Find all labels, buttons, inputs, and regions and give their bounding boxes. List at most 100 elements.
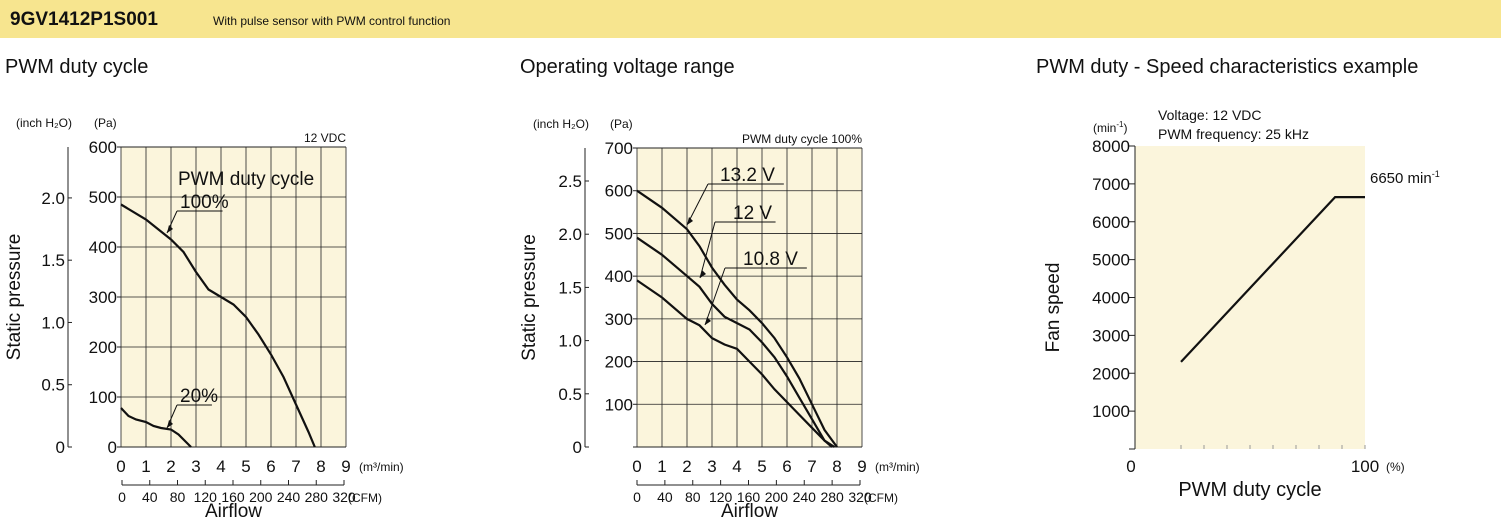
chart2-series1-label: 12 V xyxy=(733,203,772,224)
chart2-ytick-label: 600 xyxy=(605,182,633,201)
chart2-y2-unit: (inch H₂O) xyxy=(533,117,589,131)
chart2-x-unit: (m³/min) xyxy=(875,460,920,474)
chart1-ytick-label: 400 xyxy=(89,238,117,257)
chart1-xtick-label: 1 xyxy=(141,457,150,476)
chart3-ytick-label: 7000 xyxy=(1092,175,1130,194)
chart1-ytick-label: 0 xyxy=(108,438,117,457)
chart1-ytick-label: 500 xyxy=(89,188,117,207)
chart1-xtick-label: 0 xyxy=(116,457,125,476)
chart1-inch-tick-label: 0.5 xyxy=(41,376,65,395)
chart3-xlabel: PWM duty cycle xyxy=(1178,479,1321,501)
chart3-annotation-frequency: PWM frequency: 25 kHz xyxy=(1158,126,1309,142)
chart1-cfm-tick-label: 80 xyxy=(170,489,186,505)
chart3-ytick-label: 6000 xyxy=(1092,213,1130,232)
chart1-xtick-label: 4 xyxy=(216,457,225,476)
speed-characteristics-chart: 1000 2000 3000 4000 5000 6000 7000 8000 0 100 (%) P… xyxy=(1043,107,1440,501)
chart1-x2-unit: (CFM) xyxy=(348,491,382,505)
chart2-cfm-tick-label: 0 xyxy=(633,489,641,505)
chart3-y-unit-sup: -1 xyxy=(1116,120,1124,129)
chart2-series-2 xyxy=(636,279,833,448)
chart2-y-unit: (Pa) xyxy=(610,117,633,131)
chart1-cfm-tick-label: 280 xyxy=(305,489,329,505)
chart1-series-1 xyxy=(120,407,192,448)
chart1-xtick-label: 2 xyxy=(166,457,175,476)
chart2-cfm-tick-label: 280 xyxy=(820,489,844,505)
chart3-ytick-label: 5000 xyxy=(1092,251,1130,270)
chart3-ylabel: Fan speed xyxy=(1043,263,1064,353)
chart2-inch-tick-label: 2.0 xyxy=(558,225,582,244)
chart2-ytick-label: 200 xyxy=(605,353,633,372)
chart1-cfm-tick-label: 120 xyxy=(194,489,218,505)
chart1-series0-label: 100% xyxy=(180,192,229,213)
chart1-ytick-label: 600 xyxy=(89,138,117,157)
chart2-xtick-label: 5 xyxy=(757,457,766,476)
chart3-ytick-label: 8000 xyxy=(1092,137,1130,156)
chart1-ytick-label: 300 xyxy=(89,288,117,307)
chart2-series2-leader xyxy=(704,267,726,326)
chart2-ytick-label: 400 xyxy=(605,267,633,286)
chart2-series2-arrow xyxy=(705,317,711,325)
chart2-series-1 xyxy=(636,236,836,448)
chart1-inch-tick-label: 1.0 xyxy=(41,313,65,332)
chart3-end-label: 6650 min-1 xyxy=(1370,169,1440,187)
chart1-ylabel: Static pressure xyxy=(4,234,25,361)
chart3-plot-area xyxy=(1135,146,1365,449)
chart2-xtick-label: 7 xyxy=(807,457,816,476)
chart1-xtick-label: 6 xyxy=(266,457,275,476)
chart2-series1-leader xyxy=(699,221,716,279)
chart1-legend-title: PWM duty cycle xyxy=(178,169,314,190)
chart1-ytick-label: 200 xyxy=(89,338,117,357)
chart2-xtick-label: 9 xyxy=(857,457,866,476)
chart3-title: PWM duty - Speed characteristics example xyxy=(1036,56,1419,78)
chart2-inch-tick-label: 0 xyxy=(573,438,582,457)
chart2-inch-tick-label: 2.5 xyxy=(558,172,582,191)
chart3-annotation-voltage: Voltage: 12 VDC xyxy=(1158,107,1262,123)
chart2-xtick-label: 4 xyxy=(732,457,741,476)
chart3-end-label-sup: -1 xyxy=(1432,169,1440,179)
chart3-xtick-label: 0 xyxy=(1126,457,1135,476)
chart2-series-0 xyxy=(636,189,838,448)
chart2-cfm-tick-label: 200 xyxy=(765,489,789,505)
chart1-inch-tick-label: 0 xyxy=(56,438,65,457)
chart2-cfm-tick-label: 40 xyxy=(657,489,673,505)
chart2-x2-unit: (CFM) xyxy=(864,491,898,505)
chart2-series0-arrow xyxy=(687,217,693,225)
chart1-xtick-label: 9 xyxy=(341,457,350,476)
chart3-series-0 xyxy=(1180,196,1365,363)
chart2-inch-tick-label: 1.0 xyxy=(558,332,582,351)
chart2-title: Operating voltage range xyxy=(520,56,735,78)
model-description: With pulse sensor with PWM control funct… xyxy=(213,14,451,28)
chart1-xtick-label: 7 xyxy=(291,457,300,476)
chart1-cfm-tick-label: 320 xyxy=(332,489,356,505)
chart2-plot-area xyxy=(637,148,862,447)
chart1-inch-tick-label: 1.5 xyxy=(41,251,65,270)
chart3-x-unit: (%) xyxy=(1386,460,1405,474)
chart2-ytick-label: 700 xyxy=(605,139,633,158)
chart2-condition: PWM duty cycle 100% xyxy=(742,132,862,146)
chart1-cfm-tick-label: 240 xyxy=(277,489,301,505)
chart2-cfm-tick-label: 320 xyxy=(848,489,872,505)
chart1-condition: 12 VDC xyxy=(304,131,346,145)
chart2-inch-tick-label: 0.5 xyxy=(558,385,582,404)
chart2-ytick-label: 300 xyxy=(605,310,633,329)
chart2-ytick-label: 500 xyxy=(605,224,633,243)
chart3-y-unit: (min-1) xyxy=(1093,120,1127,135)
chart2-series0-label: 13.2 V xyxy=(720,165,775,186)
chart3-ytick-label: 3000 xyxy=(1092,326,1130,345)
chart1-y2-unit: (inch H₂O) xyxy=(16,116,72,130)
chart2-xtick-label: 8 xyxy=(832,457,841,476)
chart2-cfm-tick-label: 120 xyxy=(709,489,733,505)
chart2-cfm-tick-label: 160 xyxy=(737,489,761,505)
chart3-xtick-label: 100 xyxy=(1351,457,1379,476)
chart1-series-0 xyxy=(120,203,316,448)
chart1-x-unit: (m³/min) xyxy=(359,460,404,474)
chart2-xtick-label: 2 xyxy=(682,457,691,476)
chart1-cfm-tick-label: 40 xyxy=(142,489,158,505)
chart2-xtick-label: 0 xyxy=(632,457,641,476)
chart2-xlabel: Airflow xyxy=(721,501,778,522)
chart3-ytick-label: 2000 xyxy=(1092,364,1130,383)
chart3-ytick-label: 1000 xyxy=(1092,402,1130,421)
chart1-inch-tick-label: 2.0 xyxy=(41,189,65,208)
